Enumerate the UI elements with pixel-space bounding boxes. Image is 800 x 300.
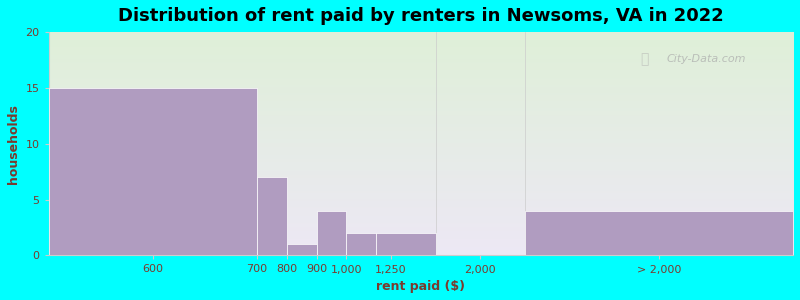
Bar — [287, 244, 317, 256]
Bar — [49, 88, 257, 256]
X-axis label: rent paid ($): rent paid ($) — [376, 280, 466, 293]
Text: ⓘ: ⓘ — [640, 52, 648, 66]
Bar — [346, 233, 376, 256]
Y-axis label: households: households — [7, 104, 20, 184]
Title: Distribution of rent paid by renters in Newsoms, VA in 2022: Distribution of rent paid by renters in … — [118, 7, 724, 25]
Bar — [257, 177, 287, 256]
Text: City-Data.com: City-Data.com — [666, 54, 746, 64]
Bar — [525, 211, 793, 256]
Bar — [376, 233, 436, 256]
Bar — [317, 211, 346, 256]
